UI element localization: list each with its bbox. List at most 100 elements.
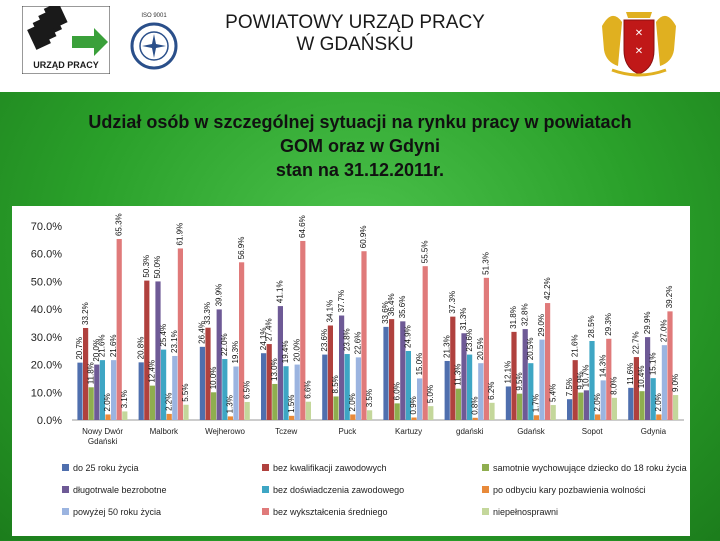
data-label: 11.6% xyxy=(626,363,635,385)
data-label: 9.5% xyxy=(515,372,524,390)
legend-label: bez doświadczenia zawodowego xyxy=(273,485,404,495)
data-label: 1.3% xyxy=(226,395,235,413)
data-label: 19.4% xyxy=(281,341,290,364)
bar xyxy=(650,378,656,420)
data-label: 12.4% xyxy=(148,360,157,383)
y-tick-label: 30.0% xyxy=(31,332,62,344)
bar xyxy=(367,410,373,420)
bar xyxy=(361,251,367,420)
bar xyxy=(394,403,400,420)
bar xyxy=(606,338,612,420)
bar xyxy=(633,357,639,420)
data-label: 5.4% xyxy=(548,384,557,402)
data-label: 34.1% xyxy=(326,300,335,323)
bar xyxy=(673,395,679,420)
bar xyxy=(550,405,556,420)
bar xyxy=(183,404,189,420)
data-label: 20.0% xyxy=(292,339,301,362)
bar xyxy=(600,380,606,420)
legend-label: bez kwalifikacji zawodowych xyxy=(273,463,387,473)
bar xyxy=(572,360,578,420)
data-label: 21.3% xyxy=(442,335,451,358)
data-label: 32.8% xyxy=(520,303,529,326)
bar xyxy=(305,401,311,420)
data-label: 21.6% xyxy=(109,334,118,357)
bar xyxy=(645,337,651,420)
x-tick-label: Tczew xyxy=(275,427,297,436)
x-tick-label: Sopot xyxy=(582,427,604,436)
data-label: 10.7% xyxy=(582,365,591,388)
data-label: 7.5% xyxy=(565,378,574,396)
title-line-1: POWIATOWY URZĄD PRACY xyxy=(225,12,485,33)
bar xyxy=(545,303,551,420)
data-label: 29.0% xyxy=(537,314,546,337)
bar xyxy=(539,339,545,420)
data-label: 5.0% xyxy=(426,385,435,403)
data-label: 1.5% xyxy=(287,395,296,413)
data-label: 15.1% xyxy=(648,352,657,375)
data-label: 29.9% xyxy=(643,311,652,334)
data-label: 31.8% xyxy=(509,306,518,329)
data-label: 50.3% xyxy=(142,255,151,278)
data-label: 21.6% xyxy=(570,334,579,357)
bar xyxy=(428,406,434,420)
logo-text: URZĄD PRACY xyxy=(33,60,99,70)
data-label: 11.3% xyxy=(454,364,463,386)
bar xyxy=(166,413,172,420)
bar xyxy=(99,360,105,420)
bar xyxy=(116,239,122,420)
data-label: 50.0% xyxy=(153,256,162,279)
data-label: 55.5% xyxy=(420,240,429,263)
bar xyxy=(261,353,267,420)
bar xyxy=(227,416,233,420)
data-label: 37.7% xyxy=(337,290,346,313)
bar-chart: 0.0% 10.0% 20.0% 30.0% 40.0% 50.0% 60.0% 70.0% 2… xyxy=(31,213,687,517)
bar xyxy=(450,316,456,420)
subtitle-line-2: GOM oraz w Gdyni xyxy=(279,136,440,156)
bar xyxy=(144,280,150,420)
legend-label: powyżej 50 roku życia xyxy=(73,507,161,517)
data-label: 35.6% xyxy=(398,296,407,319)
y-tick-label: 20.0% xyxy=(31,360,62,372)
data-label: 19.3% xyxy=(231,341,240,364)
bar xyxy=(105,414,111,420)
page-title: POWIATOWY URZĄD PRACY W GDAŃSKU xyxy=(190,12,520,56)
bar xyxy=(383,326,389,420)
data-label: 3.1% xyxy=(120,390,129,408)
data-label: 8.5% xyxy=(331,375,340,393)
bar xyxy=(233,366,239,420)
bar xyxy=(355,357,361,420)
data-label: 42.2% xyxy=(543,277,552,300)
legend-swatch xyxy=(482,508,489,515)
data-label: 23.8% xyxy=(342,328,351,351)
legend-label: po odbyciu kary pozbawienia wolności xyxy=(493,485,646,495)
data-label: 39.9% xyxy=(214,284,223,307)
data-label: 61.9% xyxy=(176,223,185,246)
y-tick-label: 70.0% xyxy=(31,221,62,233)
data-label: 27.0% xyxy=(660,319,669,342)
bar xyxy=(505,386,511,420)
data-label: 10.0% xyxy=(209,367,218,390)
chart-panel: 0.0% 10.0% 20.0% 30.0% 40.0% 50.0% 60.0% 70.0% 2… xyxy=(12,206,690,536)
data-label: 36.4% xyxy=(387,293,396,316)
bar xyxy=(400,321,406,420)
bar xyxy=(172,355,178,420)
svg-text:✕: ✕ xyxy=(635,28,643,39)
data-label: 2.2% xyxy=(164,393,173,411)
bar xyxy=(411,417,417,420)
x-tick-label: Gdynia xyxy=(641,427,667,436)
bar xyxy=(589,341,595,420)
data-label: 65.3% xyxy=(114,213,123,236)
bar xyxy=(199,346,205,420)
bar xyxy=(327,325,333,420)
data-label: 3.5% xyxy=(365,389,374,407)
bar xyxy=(533,415,539,420)
data-label: 20.5% xyxy=(476,337,485,360)
bar xyxy=(322,354,328,420)
data-label: 25.4% xyxy=(159,324,168,347)
data-label: 22.6% xyxy=(354,332,363,355)
data-label: 24.9% xyxy=(404,325,413,348)
bar xyxy=(422,266,428,420)
header-band: URZĄD PRACY ISO 9001 POWIATOWY URZĄD PRA… xyxy=(0,0,720,92)
data-label: 60.9% xyxy=(359,226,368,249)
